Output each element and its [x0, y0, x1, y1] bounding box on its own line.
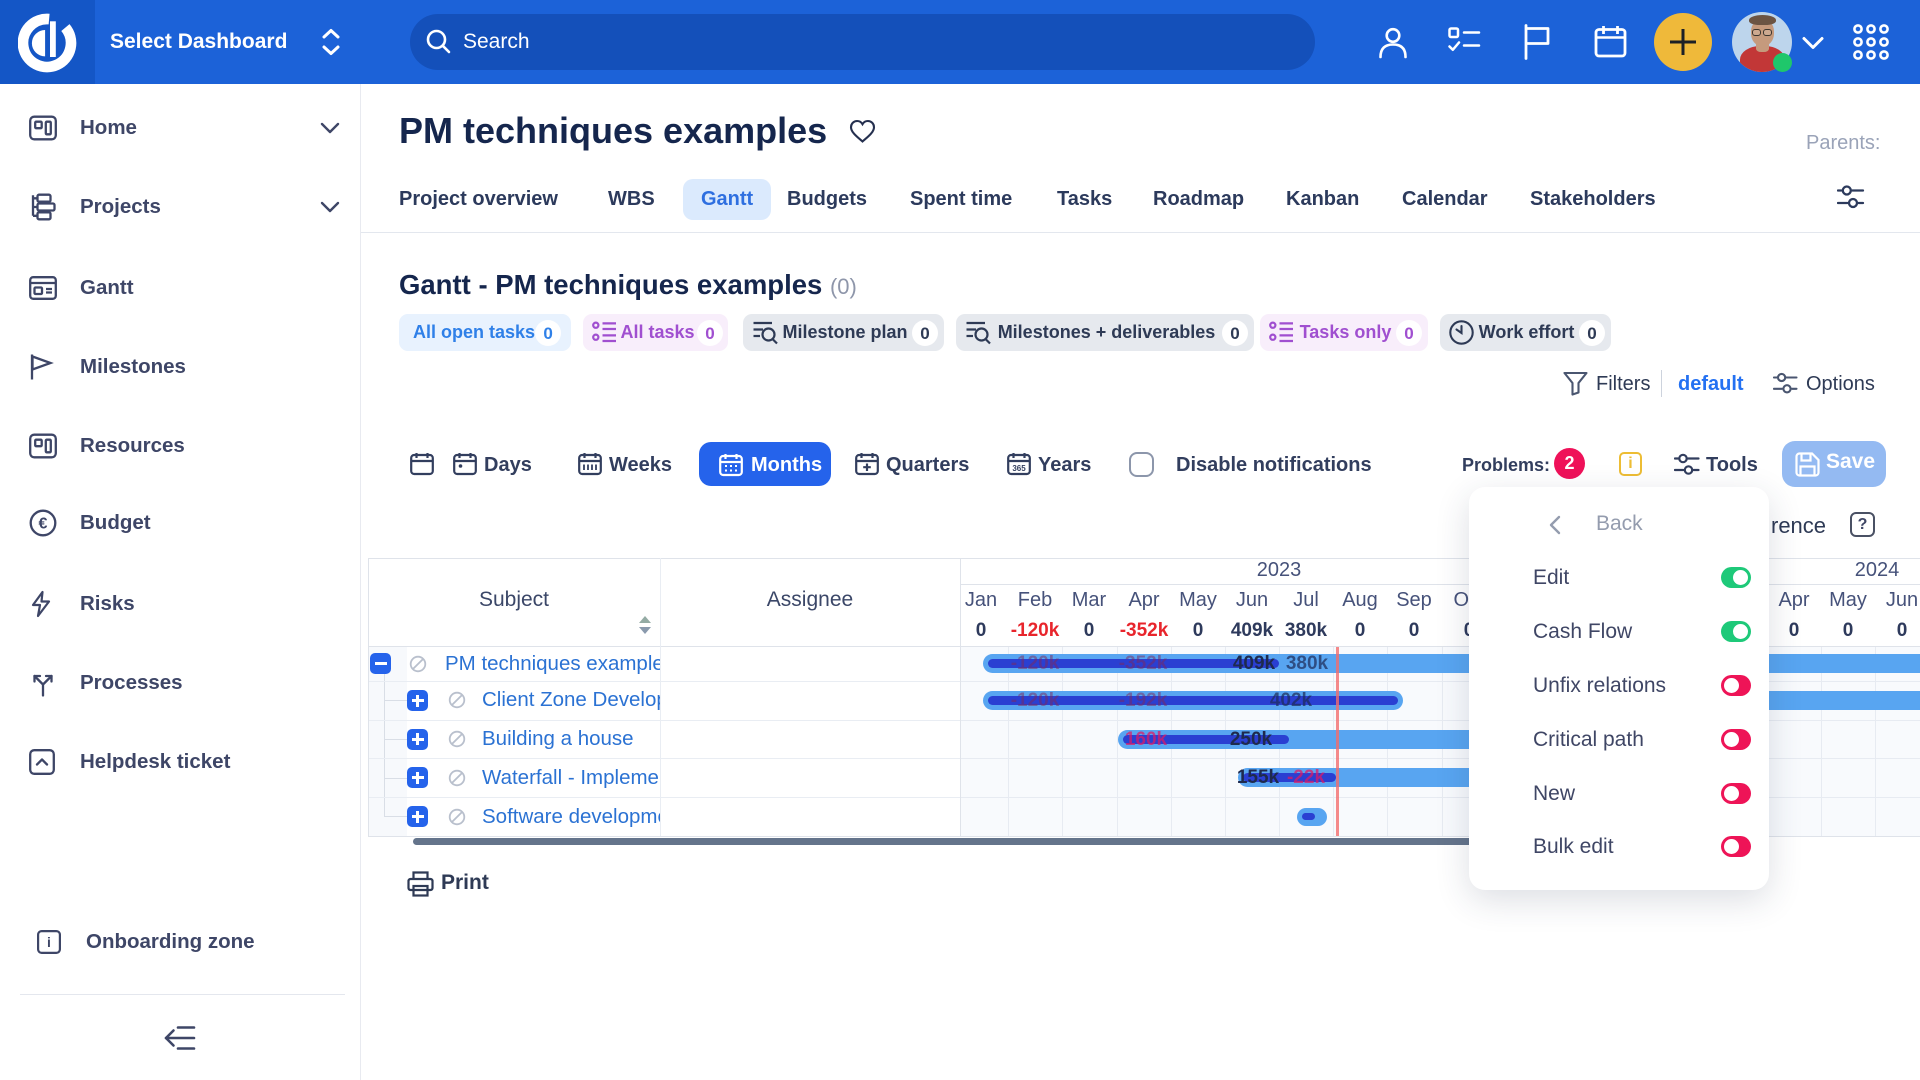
svg-text:€: €: [39, 516, 48, 533]
svg-text:365: 365: [1012, 464, 1026, 473]
svg-text:i: i: [47, 934, 51, 950]
